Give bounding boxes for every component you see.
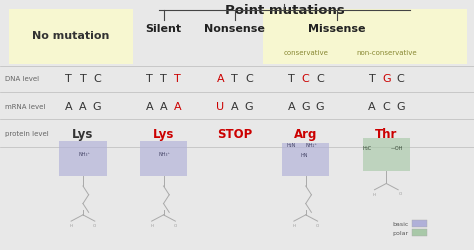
Text: A: A	[368, 101, 376, 111]
Text: C: C	[93, 74, 101, 84]
Text: T: T	[146, 74, 153, 84]
Text: T: T	[160, 74, 167, 84]
Text: C: C	[316, 74, 324, 84]
Text: A: A	[174, 101, 182, 111]
Text: T: T	[288, 74, 295, 84]
Text: C: C	[397, 74, 404, 84]
Text: HN: HN	[301, 152, 309, 158]
Bar	[412, 229, 427, 236]
Text: conservative: conservative	[283, 50, 328, 56]
Text: O: O	[316, 223, 319, 227]
Text: A: A	[65, 101, 73, 111]
Text: STOP: STOP	[217, 127, 252, 140]
Bar	[140, 141, 187, 176]
Text: G: G	[316, 101, 324, 111]
Text: A: A	[146, 101, 153, 111]
Text: Nonsense: Nonsense	[204, 24, 265, 34]
Text: G: G	[93, 101, 101, 111]
Text: DNA level: DNA level	[5, 76, 39, 82]
Text: non-conservative: non-conservative	[356, 50, 417, 56]
Bar	[263, 10, 467, 65]
Text: C: C	[383, 101, 390, 111]
Text: Lys: Lys	[72, 127, 94, 140]
Text: A: A	[217, 74, 224, 84]
Text: C: C	[245, 74, 253, 84]
Text: H₂N: H₂N	[287, 142, 296, 148]
Text: protein level: protein level	[5, 131, 48, 137]
Text: Point mutations: Point mutations	[225, 4, 344, 17]
Text: G: G	[245, 101, 253, 111]
Text: Thr: Thr	[375, 127, 398, 140]
Text: NH₂⁺: NH₂⁺	[306, 142, 318, 148]
Text: T: T	[369, 74, 375, 84]
Text: A: A	[231, 101, 238, 111]
Text: polar: polar	[392, 230, 409, 235]
Bar	[9, 10, 133, 65]
Text: O: O	[174, 223, 177, 227]
Text: T: T	[174, 74, 181, 84]
Text: H₃C: H₃C	[363, 145, 372, 150]
Text: Silent: Silent	[146, 24, 182, 34]
Text: NH₃⁺: NH₃⁺	[159, 151, 171, 156]
Text: mRNA level: mRNA level	[5, 103, 45, 109]
Bar	[412, 220, 427, 228]
Text: T: T	[231, 74, 238, 84]
Text: —OH: —OH	[391, 145, 403, 150]
Text: O: O	[399, 191, 402, 195]
Text: G: G	[396, 101, 405, 111]
Bar	[363, 139, 410, 171]
Bar	[282, 144, 329, 176]
Text: Lys: Lys	[153, 127, 174, 140]
Text: T: T	[80, 74, 86, 84]
Text: O: O	[93, 223, 96, 227]
Text: H: H	[292, 223, 295, 227]
Text: No mutation: No mutation	[32, 31, 110, 41]
Text: T: T	[65, 74, 72, 84]
Bar	[59, 141, 107, 176]
Text: A: A	[160, 101, 167, 111]
Text: C: C	[302, 74, 310, 84]
Text: H: H	[373, 192, 376, 196]
Text: A: A	[79, 101, 87, 111]
Text: H: H	[70, 223, 73, 227]
Text: H: H	[150, 223, 153, 227]
Text: U: U	[216, 101, 225, 111]
Text: Missense: Missense	[308, 24, 365, 34]
Text: Arg: Arg	[294, 127, 318, 140]
Text: basic: basic	[392, 221, 409, 226]
Text: A: A	[288, 101, 295, 111]
Text: NH₃⁺: NH₃⁺	[78, 151, 91, 156]
Text: G: G	[301, 101, 310, 111]
Text: G: G	[382, 74, 391, 84]
